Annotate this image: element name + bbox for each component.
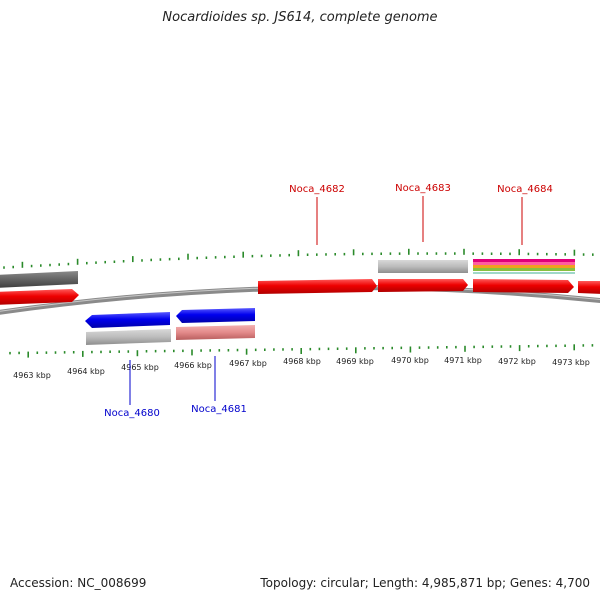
forward-gene-label: Noca_4684 <box>497 184 553 195</box>
reverse-cds-noca-4680 <box>85 312 170 328</box>
scale-labels: 4963 kbp 4964 kbp 4965 kbp 4966 kbp 4967 kbp… <box>13 356 590 380</box>
kbp-label: 4973 kbp <box>552 358 590 367</box>
multi-feature-stack-noca-4684 <box>473 259 575 274</box>
gene-box-noca-4681 <box>176 325 255 340</box>
kbp-label: 4969 kbp <box>336 357 374 366</box>
kbp-label: 4967 kbp <box>229 359 267 368</box>
forward-gene-label: Noca_4682 <box>289 184 345 195</box>
partial-gene-box-left <box>0 271 78 288</box>
kbp-label: 4964 kbp <box>67 367 105 376</box>
kbp-label: 4965 kbp <box>121 363 159 372</box>
partial-forward-cds-left <box>0 289 79 305</box>
forward-cds-noca-4683 <box>378 279 468 292</box>
forward-cds-right-partial <box>578 281 600 294</box>
forward-cds-noca-4684 <box>473 279 574 293</box>
reverse-cds-noca-4681 <box>176 308 255 323</box>
kbp-label: 4963 kbp <box>13 371 51 380</box>
accession-text: Accession: NC_008699 <box>10 576 147 590</box>
kbp-label: 4972 kbp <box>498 357 536 366</box>
gene-box-noca-4683 <box>378 260 468 273</box>
reverse-gene-label: Noca_4680 <box>104 408 160 419</box>
gene-labels: Noca_4682 Noca_4683 Noca_4684 Noca_4680 Noca… <box>104 183 553 419</box>
diagram-title: Nocardioides sp. JS614, complete genome <box>162 10 438 25</box>
outer-tick-row <box>3 248 594 269</box>
kbp-label: 4966 kbp <box>174 361 212 370</box>
genome-summary-text: Topology: circular; Length: 4,985,871 bp… <box>260 576 590 590</box>
forward-gene-label: Noca_4683 <box>395 183 451 194</box>
reverse-gene-label: Noca_4681 <box>191 404 247 415</box>
kbp-label: 4971 kbp <box>444 356 482 365</box>
kbp-label: 4968 kbp <box>283 357 321 366</box>
kbp-label: 4970 kbp <box>391 356 429 365</box>
forward-cds-noca-4682 <box>258 279 377 294</box>
gene-box-noca-4680 <box>86 329 171 345</box>
inner-tick-row <box>9 344 594 358</box>
